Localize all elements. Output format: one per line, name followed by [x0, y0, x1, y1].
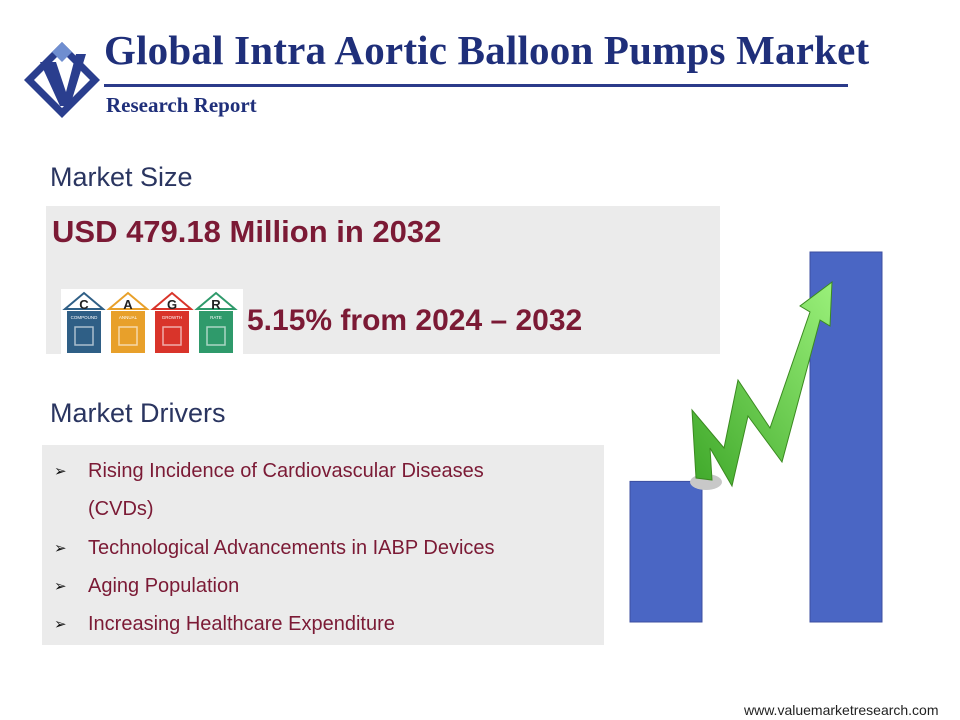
bullet-arrow-icon: ➢	[54, 616, 67, 633]
driver-item: Increasing Healthcare Expenditure	[88, 613, 395, 635]
title-divider	[104, 84, 848, 87]
growth-arrow-icon	[691, 280, 833, 488]
growth-chart	[629, 251, 883, 623]
market-size-value: USD 479.18 Million in 2032	[52, 214, 442, 249]
cagr-word: RATE	[210, 315, 222, 320]
cagr-tile: G GROWTH	[150, 291, 194, 353]
cagr-value: 5.15% from 2024 – 2032	[247, 304, 583, 337]
cagr-letter: G	[167, 297, 177, 312]
cagr-badge-icon: C COMPOUND A ANNUAL G GROWTH R RATE	[61, 289, 243, 357]
cagr-tile: A ANNUAL	[106, 291, 150, 353]
market-drivers-heading: Market Drivers	[50, 398, 226, 428]
cagr-word: ANNUAL	[119, 315, 138, 320]
cagr-tile: C COMPOUND	[62, 291, 106, 353]
driver-item: Technological Advancements in IABP Devic…	[88, 537, 495, 559]
website-url: www.valuemarketresearch.com	[744, 702, 939, 718]
cagr-word: GROWTH	[162, 315, 183, 320]
bullet-arrow-icon: ➢	[54, 578, 67, 595]
cagr-letter: R	[211, 297, 221, 312]
cagr-word: COMPOUND	[71, 315, 98, 320]
page-subtitle: Research Report	[106, 93, 257, 117]
driver-item: Rising Incidence of Cardiovascular Disea…	[88, 460, 484, 482]
bar-2024	[629, 480, 703, 623]
market-size-heading: Market Size	[50, 162, 193, 192]
driver-item-continuation: (CVDs)	[88, 498, 154, 520]
cagr-tile: R RATE	[194, 291, 238, 353]
value-market-research-logo-icon	[24, 42, 100, 118]
bullet-arrow-icon: ➢	[54, 463, 67, 480]
page-title: Global Intra Aortic Balloon Pumps Market	[104, 27, 870, 73]
driver-item: Aging Population	[88, 575, 240, 597]
market-drivers-panel	[42, 445, 604, 645]
bullet-arrow-icon: ➢	[54, 540, 67, 557]
cagr-letter: C	[79, 297, 89, 312]
cagr-letter: A	[123, 297, 133, 312]
